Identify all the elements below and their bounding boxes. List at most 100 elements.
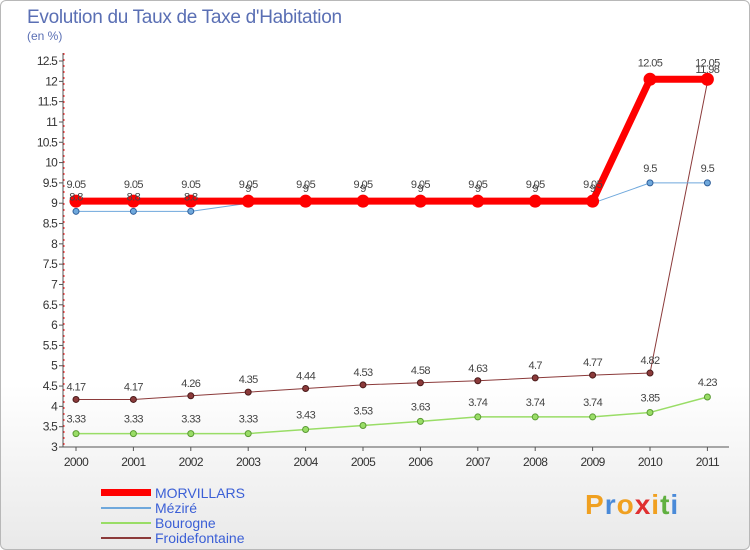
data-point xyxy=(643,72,657,86)
y-tick-label: 5 xyxy=(51,359,58,373)
data-point xyxy=(471,194,485,208)
data-label: 9.05 xyxy=(66,179,85,191)
data-label: 4.82 xyxy=(640,355,659,367)
logo-letter: o xyxy=(616,489,635,520)
data-point xyxy=(302,384,310,392)
data-label: 12.05 xyxy=(695,57,720,69)
data-label: 3.74 xyxy=(583,397,602,409)
data-label: 9.05 xyxy=(124,179,143,191)
y-tick-label: 8.5 xyxy=(43,217,58,231)
data-label: 9.05 xyxy=(296,179,315,191)
logo-letter: x xyxy=(634,489,652,520)
x-tick-label: 2003 xyxy=(236,455,261,469)
y-tick-label: 7 xyxy=(51,277,58,291)
logo-letter: i xyxy=(670,489,680,520)
x-tick-label: 2000 xyxy=(64,455,89,469)
data-label: 9 xyxy=(590,183,596,195)
data-point xyxy=(474,413,482,421)
x-tick-label: 2001 xyxy=(121,455,146,469)
data-label: 3.43 xyxy=(296,410,315,422)
data-label: 9 xyxy=(532,183,538,195)
data-point xyxy=(531,374,539,382)
data-point xyxy=(72,395,80,403)
y-tick-label: 10.5 xyxy=(37,135,58,149)
proxiti-logo: Proxiti xyxy=(585,489,679,521)
data-label: 3.33 xyxy=(181,414,200,426)
y-tick-label: 7.5 xyxy=(43,257,58,271)
data-label: 9.05 xyxy=(583,179,602,191)
data-point xyxy=(187,207,195,215)
data-label: 11.98 xyxy=(696,64,720,76)
data-point xyxy=(359,381,367,389)
x-tick-label: 2010 xyxy=(638,455,663,469)
x-tick-label: 2008 xyxy=(523,455,548,469)
data-point xyxy=(129,395,137,403)
data-point xyxy=(703,393,711,401)
data-label: 8.8 xyxy=(184,191,198,203)
series-line-bourogne xyxy=(76,396,708,435)
y-tick-label: 12 xyxy=(45,74,58,88)
x-tick-label: 2004 xyxy=(293,455,318,469)
y-tick-label: 10 xyxy=(45,156,58,170)
y-tick-label: 12.5 xyxy=(37,54,58,68)
data-label: 3.33 xyxy=(239,414,258,426)
data-label: 4.53 xyxy=(353,367,372,379)
data-label: 9.05 xyxy=(526,179,545,191)
data-point xyxy=(72,207,80,215)
y-tick-label: 6.5 xyxy=(43,298,58,312)
data-label: 9 xyxy=(303,183,309,195)
data-label: 9.05 xyxy=(411,179,430,191)
data-label: 3.53 xyxy=(353,405,372,417)
data-point xyxy=(589,413,597,421)
data-point xyxy=(69,194,83,208)
data-point xyxy=(416,417,424,425)
data-label: 8.8 xyxy=(69,191,83,203)
x-tick-label: 2006 xyxy=(408,455,433,469)
data-point xyxy=(586,194,600,208)
x-tick-label: 2007 xyxy=(466,455,491,469)
data-label: 9.05 xyxy=(353,179,372,191)
data-point xyxy=(359,421,367,429)
legend-label-mezire: Méziré xyxy=(155,500,198,516)
data-label: 4.7 xyxy=(528,360,542,372)
data-label: 9 xyxy=(360,183,366,195)
y-tick-label: 9 xyxy=(51,196,58,210)
data-label: 4.35 xyxy=(239,374,258,386)
data-point xyxy=(413,194,427,208)
data-label: 9.05 xyxy=(181,179,200,191)
data-label: 9 xyxy=(418,183,424,195)
data-label: 9 xyxy=(245,183,251,195)
data-point xyxy=(700,72,714,86)
x-tick-label: 2002 xyxy=(179,455,204,469)
legend-swatch-morvillars xyxy=(101,489,151,496)
data-point xyxy=(646,408,654,416)
chart-title: Evolution du Taux de Taxe d'Habitation xyxy=(27,7,342,28)
logo-letter: t xyxy=(660,489,671,520)
data-label: 3.85 xyxy=(640,392,659,404)
data-point xyxy=(241,194,255,208)
data-label: 9.5 xyxy=(643,163,657,175)
logo-letter: r xyxy=(604,489,617,520)
data-point xyxy=(129,430,137,438)
data-point xyxy=(244,388,252,396)
data-label: 3.33 xyxy=(124,414,143,426)
data-point xyxy=(187,430,195,438)
legend-swatch-bourogne xyxy=(101,522,151,524)
legend-swatch-froidefontaine xyxy=(101,537,151,539)
data-point xyxy=(531,413,539,421)
y-tick-label: 11 xyxy=(46,115,58,129)
data-point xyxy=(416,379,424,387)
y-tick-label: 3.5 xyxy=(43,420,58,434)
data-point xyxy=(187,392,195,400)
y-tick-label: 4 xyxy=(51,399,58,413)
data-label: 4.17 xyxy=(66,381,85,393)
logo-letter: i xyxy=(651,489,661,520)
x-tick-label: 2005 xyxy=(351,455,376,469)
data-label: 9 xyxy=(475,183,481,195)
data-label: 4.77 xyxy=(583,357,602,369)
data-label: 4.58 xyxy=(411,365,430,377)
data-label: 4.17 xyxy=(124,381,143,393)
data-label: 8.8 xyxy=(127,191,141,203)
y-tick-label: 4.5 xyxy=(43,379,58,393)
